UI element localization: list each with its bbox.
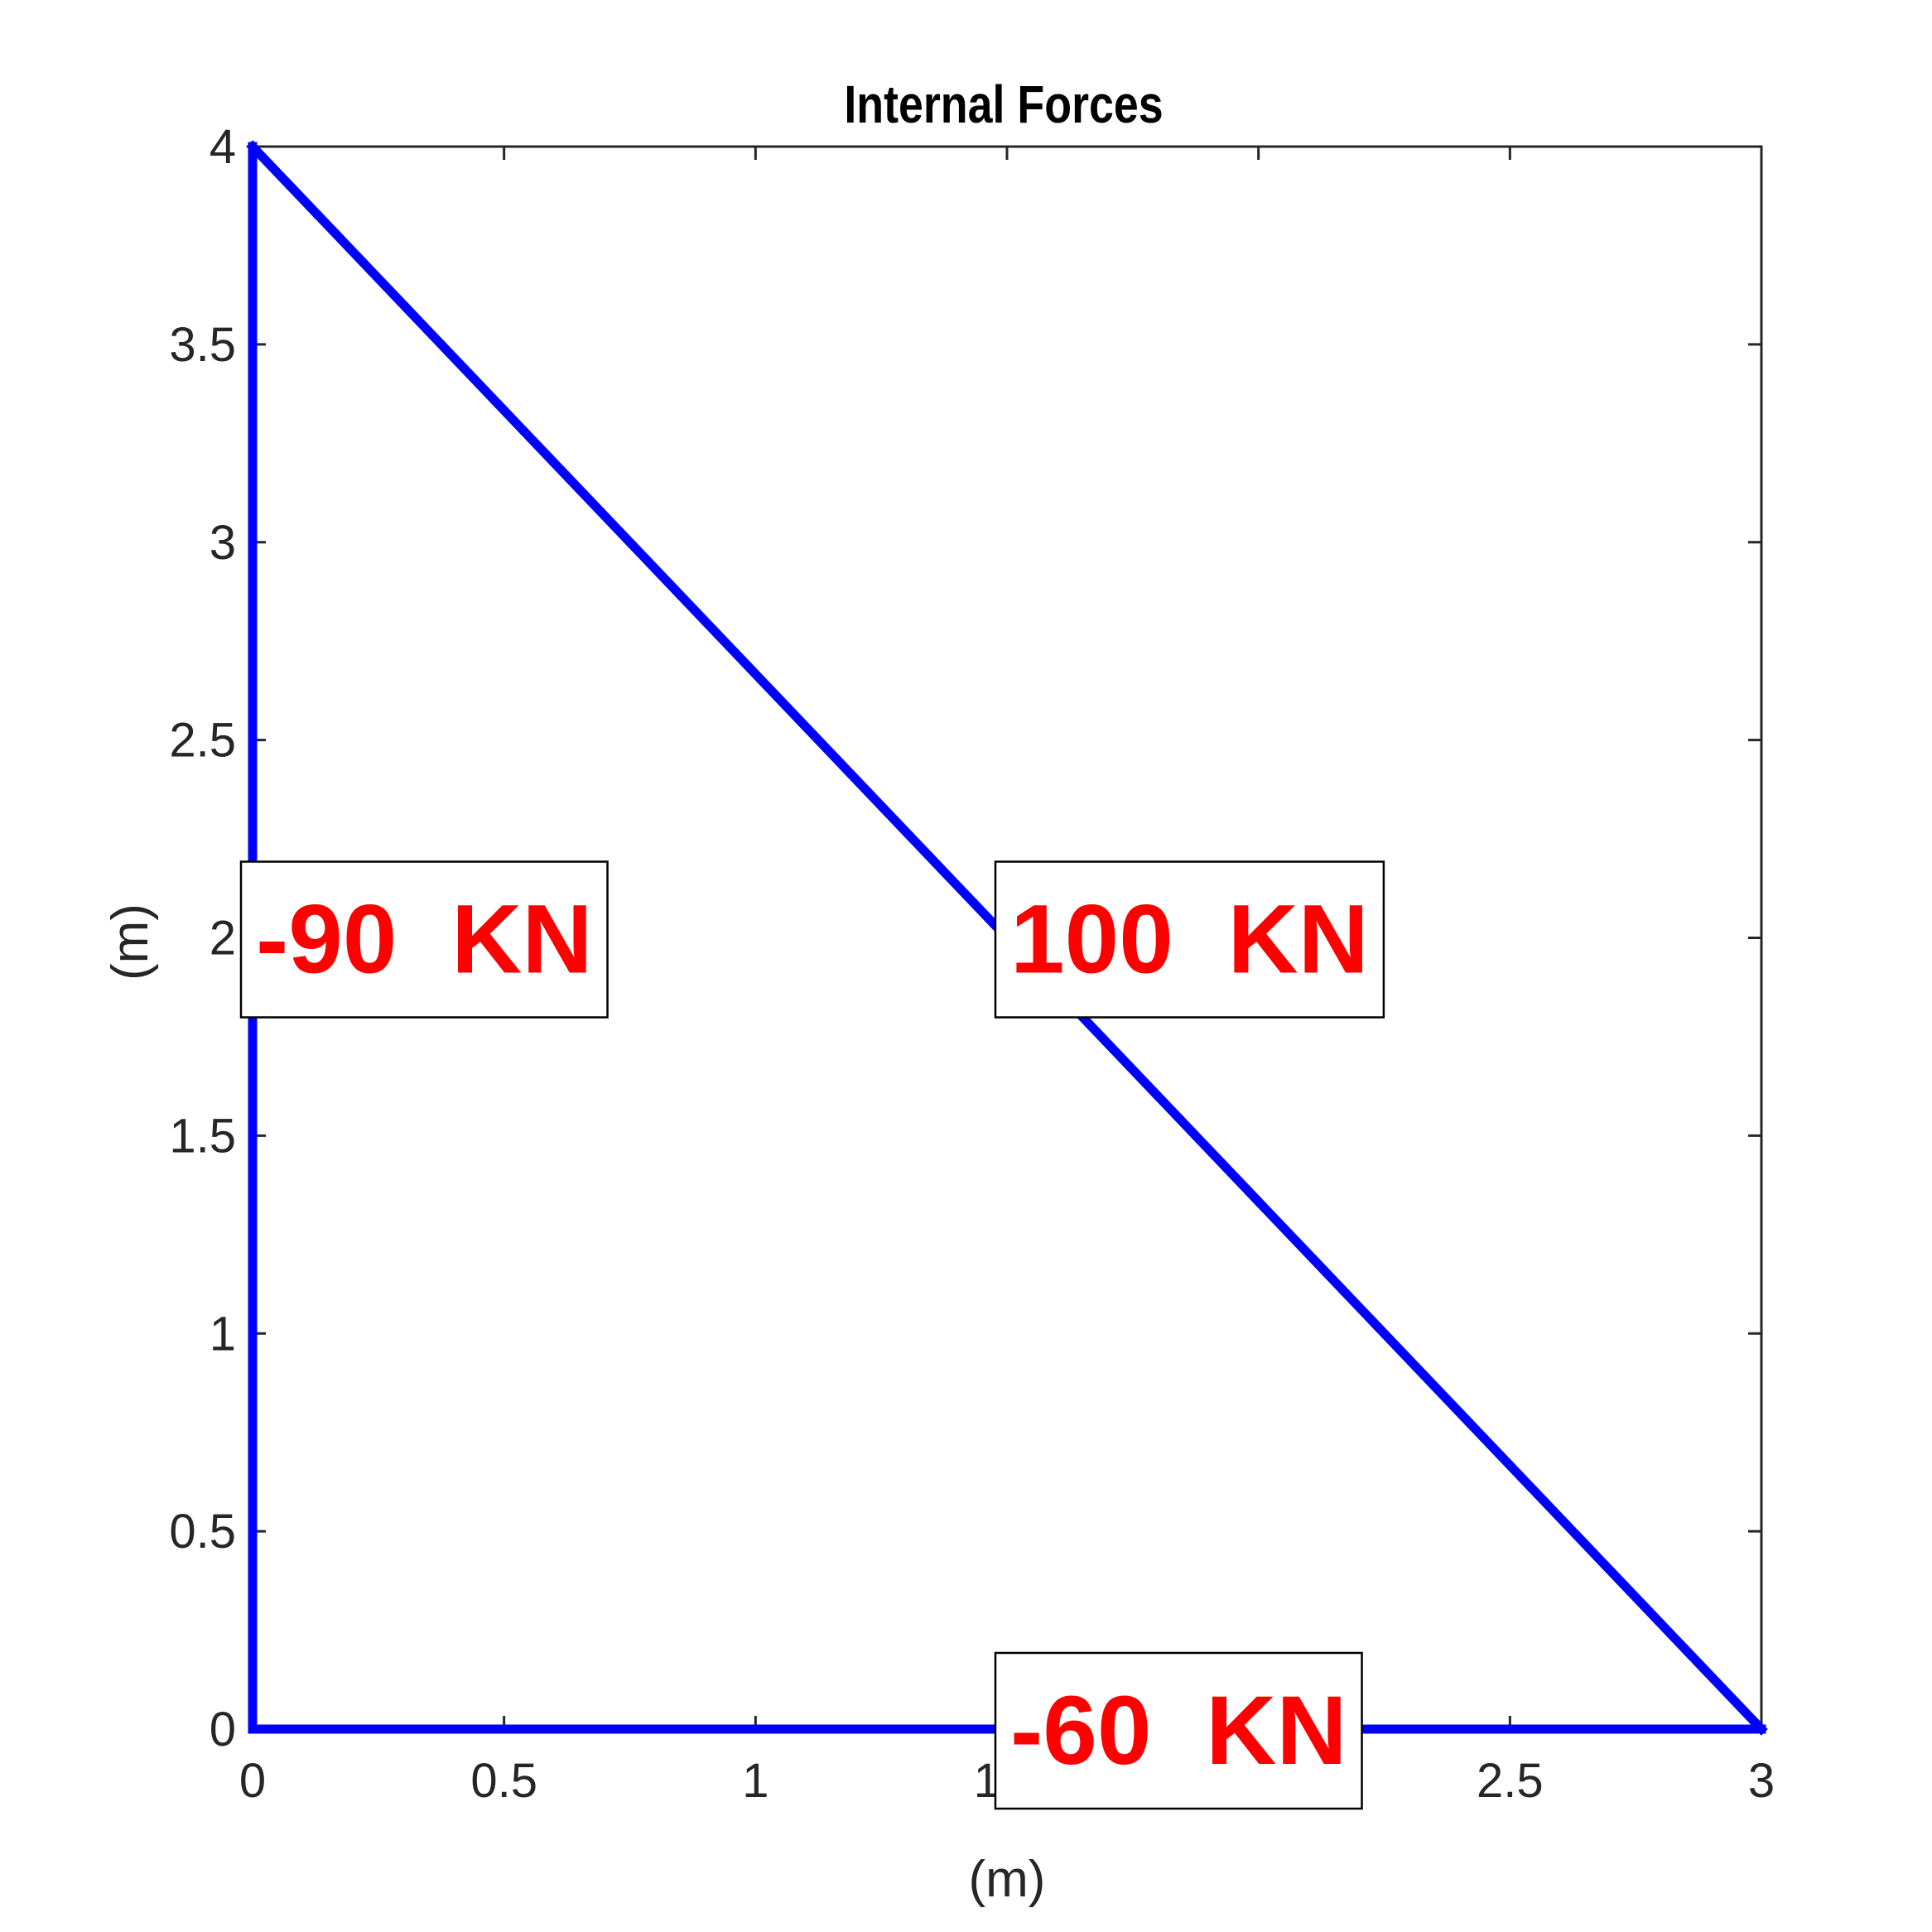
x-tick-label: 1 xyxy=(742,1754,768,1808)
force-label-text: -60 KN xyxy=(1010,1676,1347,1785)
y-tick-label: 2.5 xyxy=(169,714,236,768)
force-label-box xyxy=(239,860,609,1019)
force-annotations: -90 KN 100 KN -60 KN xyxy=(239,860,1385,1810)
x-tick-label: 3 xyxy=(1748,1754,1775,1808)
y-tick-label: 2 xyxy=(210,912,236,966)
force-label-text: 100 KN xyxy=(1010,885,1369,995)
force-label-text: -90 KN xyxy=(256,885,593,995)
force-annotation-3: -60 KN xyxy=(994,1651,1363,1810)
y-axis-label: (m) xyxy=(102,903,159,980)
force-annotation-1: -90 KN xyxy=(239,860,609,1019)
y-tick-label: 4 xyxy=(210,120,236,174)
force-label-box xyxy=(994,1651,1363,1810)
y-tick-label: 3.5 xyxy=(169,318,236,372)
force-label-box xyxy=(994,860,1385,1019)
y-tick-label: 1.5 xyxy=(169,1109,236,1163)
x-tick-label: 0.5 xyxy=(470,1754,537,1808)
y-tick-label: 3 xyxy=(210,516,236,570)
x-axis-label: (m) xyxy=(969,1851,1046,1908)
chart-title: Internal Forces xyxy=(844,75,1163,135)
y-tick-label: 1 xyxy=(210,1307,236,1361)
force-annotation-2: 100 KN xyxy=(994,860,1385,1019)
x-tick-label: 0 xyxy=(239,1754,266,1808)
y-tick-label: 0.5 xyxy=(169,1505,236,1559)
y-tick-label: 0 xyxy=(210,1703,236,1756)
x-tick-label: 2.5 xyxy=(1477,1754,1544,1808)
